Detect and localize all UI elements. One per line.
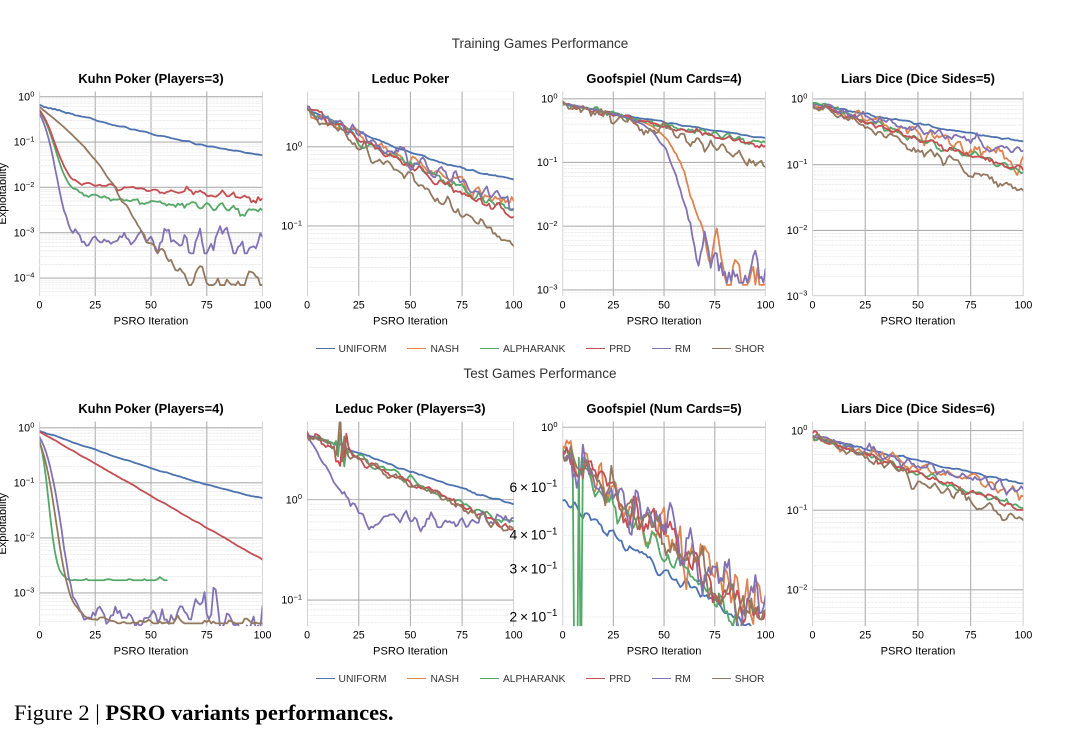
svg-text:75: 75	[709, 300, 721, 312]
svg-text:PSRO Iteration: PSRO Iteration	[881, 646, 956, 658]
svg-text:1 0 −: 1 0 − 2	[787, 210, 810, 239]
svg-text:Goofspiel (Num Cards=4): Goofspiel (Num Cards=4)	[586, 71, 741, 86]
svg-text:50: 50	[145, 630, 157, 642]
svg-text:0: 0	[560, 630, 566, 642]
svg-text:100: 100	[757, 300, 775, 312]
svg-text:Leduc Poker (Players=3): Leduc Poker (Players=3)	[335, 401, 485, 416]
svg-text:1 0 −: 1 0 − 1	[787, 144, 810, 173]
svg-text:0: 0	[304, 630, 310, 642]
svg-text:4 × 1: 4 × 1 0 − 1	[510, 514, 559, 544]
svg-text:1 0 −: 1 0 − 3	[787, 276, 810, 305]
svg-text:Goofspiel (Num Cards=5): Goofspiel (Num Cards=5)	[586, 401, 741, 416]
svg-text:25: 25	[607, 300, 619, 312]
svg-text:0: 0	[810, 300, 816, 312]
svg-text:75: 75	[201, 300, 213, 312]
svg-text:1 0 0: 1 0 0	[541, 411, 559, 436]
svg-text:1 0 −: 1 0 − 1	[14, 122, 37, 151]
svg-text:1 0 0: 1 0 0	[18, 411, 36, 436]
svg-text:1 0 −: 1 0 − 3	[14, 212, 37, 241]
svg-text:Kuhn Poker (Players=3): Kuhn Poker (Players=3)	[78, 71, 223, 86]
svg-text:Exploitability: Exploitability	[0, 492, 9, 554]
svg-text:PSRO Iteration: PSRO Iteration	[114, 316, 189, 328]
svg-text:50: 50	[145, 300, 157, 312]
svg-text:50: 50	[404, 630, 416, 642]
svg-text:50: 50	[658, 630, 670, 642]
svg-text:1 0 0: 1 0 0	[286, 131, 304, 156]
svg-text:Liars Dice (Dice Sides=6): Liars Dice (Dice Sides=6)	[841, 401, 995, 416]
svg-text:1 0 −: 1 0 − 1	[14, 462, 37, 491]
svg-text:1 0 −: 1 0 − 3	[14, 573, 37, 602]
svg-text:1 0 −: 1 0 − 1	[281, 580, 304, 609]
svg-text:75: 75	[709, 630, 721, 642]
svg-text:PSRO Iteration: PSRO Iteration	[627, 316, 702, 328]
svg-text:100: 100	[757, 630, 775, 642]
svg-text:75: 75	[456, 300, 468, 312]
svg-text:0: 0	[810, 630, 816, 642]
svg-text:1 0 −: 1 0 − 4	[14, 258, 37, 287]
svg-text:PSRO Iteration: PSRO Iteration	[373, 316, 448, 328]
svg-text:1 0 −: 1 0 − 1	[787, 490, 810, 519]
svg-text:50: 50	[658, 300, 670, 312]
svg-text:PSRO Iteration: PSRO Iteration	[373, 646, 448, 658]
svg-text:100: 100	[505, 630, 523, 642]
svg-text:3 × 1: 3 × 1 0 − 1	[510, 548, 559, 578]
svg-text:50: 50	[912, 630, 924, 642]
svg-text:50: 50	[404, 300, 416, 312]
svg-text:25: 25	[607, 630, 619, 642]
svg-text:Leduc Poker: Leduc Poker	[372, 71, 449, 86]
svg-text:25: 25	[89, 300, 101, 312]
svg-text:25: 25	[859, 300, 871, 312]
svg-text:Exploitability: Exploitability	[0, 162, 9, 224]
svg-text:25: 25	[89, 630, 101, 642]
svg-text:1 0 −: 1 0 − 2	[537, 206, 560, 235]
svg-text:1 0 0: 1 0 0	[286, 483, 304, 508]
svg-text:75: 75	[965, 300, 977, 312]
svg-text:1 0 −: 1 0 − 2	[14, 167, 37, 196]
svg-text:1 0 −: 1 0 − 1	[537, 142, 560, 171]
svg-text:1 0 0: 1 0 0	[791, 83, 809, 108]
svg-text:75: 75	[201, 630, 213, 642]
svg-text:100: 100	[254, 630, 272, 642]
svg-text:25: 25	[353, 630, 365, 642]
svg-text:50: 50	[912, 300, 924, 312]
svg-text:100: 100	[1014, 630, 1032, 642]
svg-text:25: 25	[859, 630, 871, 642]
svg-text:0: 0	[37, 630, 43, 642]
svg-text:100: 100	[1014, 300, 1032, 312]
svg-text:PSRO Iteration: PSRO Iteration	[627, 646, 702, 658]
svg-text:1 0 −: 1 0 − 2	[14, 517, 37, 546]
svg-text:1 0 −: 1 0 − 2	[787, 569, 810, 598]
svg-text:25: 25	[353, 300, 365, 312]
svg-text:Liars Dice (Dice Sides=5): Liars Dice (Dice Sides=5)	[841, 71, 995, 86]
svg-text:0: 0	[304, 300, 310, 312]
svg-text:0: 0	[37, 300, 43, 312]
svg-text:75: 75	[456, 630, 468, 642]
svg-text:1 0 0: 1 0 0	[18, 80, 36, 105]
svg-text:0: 0	[560, 300, 566, 312]
svg-text:6 × 1: 6 × 1 0 − 1	[510, 467, 559, 497]
svg-text:100: 100	[254, 300, 272, 312]
svg-text:75: 75	[965, 630, 977, 642]
svg-text:PSRO Iteration: PSRO Iteration	[881, 316, 956, 328]
svg-text:Kuhn Poker (Players=4): Kuhn Poker (Players=4)	[78, 401, 223, 416]
svg-text:1 0 0: 1 0 0	[541, 82, 559, 107]
svg-text:1 0 −: 1 0 − 1	[281, 205, 304, 234]
svg-text:100: 100	[505, 300, 523, 312]
svg-text:1 0 −: 1 0 − 3	[537, 270, 560, 299]
svg-text:1 0 0: 1 0 0	[791, 414, 809, 439]
svg-text:2 × 1: 2 × 1 0 − 1	[510, 596, 559, 626]
svg-text:PSRO Iteration: PSRO Iteration	[114, 646, 189, 658]
